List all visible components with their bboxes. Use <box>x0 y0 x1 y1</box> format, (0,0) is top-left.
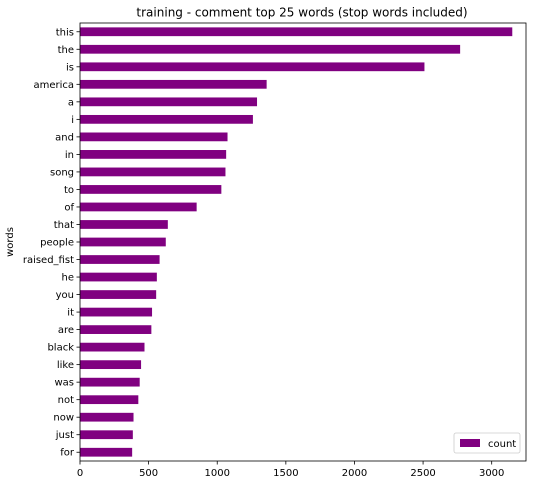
y-tick-label: song <box>50 167 74 178</box>
y-tick-label: to <box>64 185 74 196</box>
bar-a <box>80 97 258 107</box>
bar-of <box>80 202 197 212</box>
y-tick-label: you <box>56 290 74 301</box>
y-tick-label: was <box>54 378 74 389</box>
x-tick-label: 1000 <box>205 468 230 479</box>
y-tick-label: i <box>71 115 74 126</box>
y-tick-label: america <box>33 80 74 91</box>
plot-frame <box>79 22 527 462</box>
y-tick-label: of <box>64 202 74 213</box>
bar-america <box>80 79 267 89</box>
y-tick-label: the <box>58 45 74 56</box>
y-axis-label: words <box>5 227 16 257</box>
y-tick-label: is <box>66 62 74 73</box>
bar-to <box>80 185 222 194</box>
bar-in <box>80 150 227 159</box>
y-tick-label: not <box>58 395 74 406</box>
bar-people <box>80 237 166 247</box>
bar-was <box>80 377 140 387</box>
x-ticks-group: 0 500 1000 1500 2000 2500 3000 <box>77 461 504 479</box>
bar-this <box>80 27 513 37</box>
y-tick-label: in <box>65 150 74 161</box>
x-tick-label: 3000 <box>479 468 504 479</box>
y-tick-label: raised_fist <box>23 255 74 266</box>
bar-that <box>80 220 168 229</box>
bars-group <box>80 27 513 457</box>
legend-label: count <box>488 439 516 450</box>
y-tick-label: for <box>60 448 75 459</box>
legend-swatch <box>460 439 480 447</box>
x-tick-label: 500 <box>139 468 158 479</box>
chart-title: training - comment top 25 words (stop wo… <box>136 6 467 20</box>
y-tick-label: like <box>57 360 74 371</box>
bar-like <box>80 360 142 370</box>
bar-black <box>80 342 145 352</box>
bar-is <box>80 62 425 72</box>
y-tick-label: this <box>56 27 74 38</box>
y-ticks-group: this the is america ai and in song to of that peopl… <box>23 27 80 459</box>
x-tick-label: 2500 <box>410 468 435 479</box>
y-tick-label: people <box>40 238 74 249</box>
bar-it <box>80 307 153 317</box>
y-tick-label: a <box>68 97 74 108</box>
y-tick-label: now <box>53 413 74 424</box>
y-tick-label: he <box>62 273 75 284</box>
y-tick-label: it <box>67 308 74 319</box>
legend: count <box>453 432 521 454</box>
legend-box <box>453 432 521 454</box>
bar-for <box>80 447 133 457</box>
bar-and <box>80 132 228 142</box>
y-tick-label: and <box>55 132 74 143</box>
bar-the <box>80 44 461 54</box>
bar-just <box>80 430 133 440</box>
x-tick-label: 0 <box>77 468 83 479</box>
x-tick-label: 2000 <box>342 468 367 479</box>
bar-raised_fist <box>80 255 160 264</box>
bar-i <box>80 114 253 124</box>
y-tick-label: black <box>47 343 74 354</box>
bar-now <box>80 412 134 422</box>
y-tick-label: that <box>54 220 74 231</box>
bar-not <box>80 395 139 405</box>
y-tick-label: are <box>58 325 74 336</box>
bar-song <box>80 167 226 177</box>
bar-you <box>80 290 157 299</box>
bar-he <box>80 272 157 282</box>
x-tick-label: 1500 <box>273 468 298 479</box>
bar-are <box>80 325 152 334</box>
y-tick-label: just <box>55 430 74 441</box>
